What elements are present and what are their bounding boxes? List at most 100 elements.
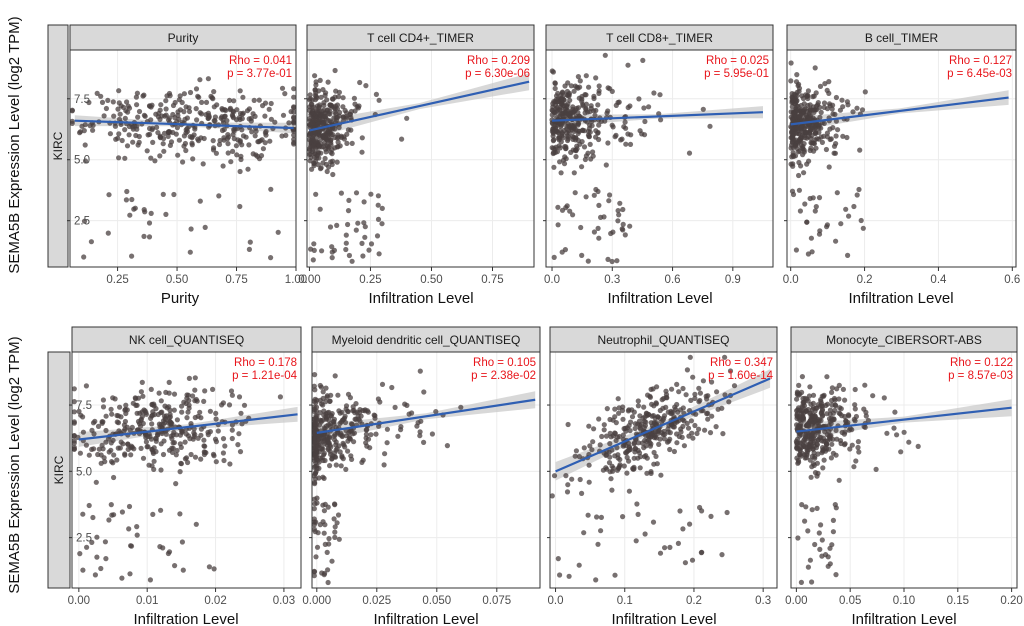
scatter-point bbox=[797, 433, 803, 439]
scatter-point bbox=[206, 114, 212, 120]
scatter-point bbox=[340, 95, 346, 101]
scatter-point bbox=[201, 437, 207, 443]
scatter-point bbox=[583, 101, 590, 107]
scatter-point bbox=[237, 110, 244, 117]
scatter-point bbox=[550, 108, 556, 114]
scatter-point bbox=[573, 448, 580, 454]
scatter-point bbox=[192, 375, 198, 381]
scatter-point bbox=[565, 128, 572, 134]
x-axis-label: Infiltration Level bbox=[611, 611, 716, 626]
scatter-point bbox=[551, 164, 557, 170]
scatter-point bbox=[821, 100, 828, 106]
scatter-point bbox=[158, 467, 164, 473]
scatter-point bbox=[316, 155, 322, 161]
scatter-point bbox=[174, 447, 180, 454]
scatter-point bbox=[571, 88, 577, 94]
plot-area bbox=[72, 352, 301, 588]
scatter-point bbox=[605, 140, 611, 146]
scatter-point bbox=[421, 389, 427, 395]
scatter-point bbox=[827, 136, 833, 143]
scatter-point bbox=[335, 392, 341, 398]
scatter-point bbox=[692, 391, 698, 397]
scatter-point bbox=[559, 90, 566, 96]
scatter-point bbox=[615, 208, 621, 214]
scatter-point bbox=[349, 456, 355, 462]
scatter-point bbox=[802, 518, 808, 524]
scatter-point bbox=[106, 449, 112, 455]
x-tick-label: 0.1 bbox=[617, 595, 633, 607]
panel-strip bbox=[545, 24, 774, 51]
scatter-point bbox=[676, 389, 682, 395]
scatter-point bbox=[171, 391, 178, 397]
scatter-point bbox=[179, 403, 185, 409]
row-strip-bottom: KIRC bbox=[47, 351, 71, 589]
scatter-point bbox=[192, 387, 198, 393]
scatter-point bbox=[291, 128, 297, 134]
scatter-point bbox=[794, 422, 800, 428]
scatter-point bbox=[149, 446, 155, 453]
scatter-point bbox=[810, 406, 816, 412]
scatter-point bbox=[161, 148, 167, 154]
scatter-point bbox=[80, 511, 86, 517]
scatter-point bbox=[221, 113, 228, 120]
scatter-point bbox=[320, 87, 326, 93]
scatter-point bbox=[84, 544, 90, 550]
scatter-point bbox=[314, 500, 320, 506]
scatter-point bbox=[124, 188, 130, 195]
scatter-point bbox=[694, 430, 700, 437]
scatter-point bbox=[838, 221, 844, 227]
scatter-point bbox=[186, 108, 193, 115]
scatter-point bbox=[322, 426, 328, 432]
scatter-point bbox=[593, 107, 599, 114]
x-tick-label: 0.01 bbox=[136, 595, 158, 607]
scatter-point bbox=[230, 109, 237, 115]
scatter-point bbox=[307, 104, 313, 110]
scatter-point bbox=[724, 509, 730, 516]
scatter-point bbox=[731, 383, 738, 389]
scatter-point bbox=[602, 52, 608, 58]
scatter-point bbox=[325, 422, 332, 428]
scatter-point bbox=[634, 501, 640, 507]
scatter-point bbox=[648, 386, 654, 392]
scatter-point bbox=[682, 560, 689, 566]
scatter-point bbox=[128, 452, 134, 458]
scatter-point bbox=[368, 432, 374, 438]
scatter-point bbox=[115, 413, 121, 419]
scatter-point bbox=[82, 158, 89, 164]
x-axis-label: Purity bbox=[161, 290, 200, 307]
scatter-point bbox=[268, 255, 274, 261]
scatter-point bbox=[203, 99, 210, 105]
scatter-point bbox=[599, 433, 605, 440]
scatter-point bbox=[231, 127, 237, 133]
scatter-point bbox=[620, 416, 626, 422]
x-axis-label: Infiltration Level bbox=[368, 290, 473, 307]
scatter-point bbox=[591, 229, 598, 235]
scatter-point bbox=[147, 131, 153, 137]
scatter-point bbox=[153, 436, 159, 442]
scatter-point bbox=[822, 429, 828, 435]
scatter-point bbox=[275, 229, 281, 235]
scatter-point bbox=[826, 79, 832, 85]
scatter-point bbox=[577, 78, 583, 84]
scatter-point bbox=[210, 138, 216, 144]
scatter-point bbox=[625, 131, 631, 137]
scatter-point bbox=[364, 427, 370, 433]
scatter-point bbox=[241, 402, 248, 408]
scatter-point bbox=[220, 436, 227, 442]
scatter-point bbox=[566, 93, 572, 99]
scatter-point bbox=[338, 419, 344, 425]
scatter-point bbox=[842, 397, 848, 403]
scatter-point bbox=[648, 430, 654, 436]
scatter-point bbox=[796, 459, 802, 465]
scatter-point bbox=[853, 458, 859, 464]
scatter-point bbox=[220, 120, 227, 126]
scatter-point bbox=[81, 128, 87, 134]
scatter-point bbox=[180, 567, 186, 573]
scatter-point bbox=[193, 86, 200, 92]
scatter-point bbox=[82, 142, 88, 148]
scatter-point bbox=[332, 126, 338, 132]
scatter-point bbox=[317, 206, 323, 212]
scatter-point bbox=[804, 422, 810, 428]
regression-line bbox=[74, 119, 294, 130]
scatter-point bbox=[714, 389, 720, 395]
